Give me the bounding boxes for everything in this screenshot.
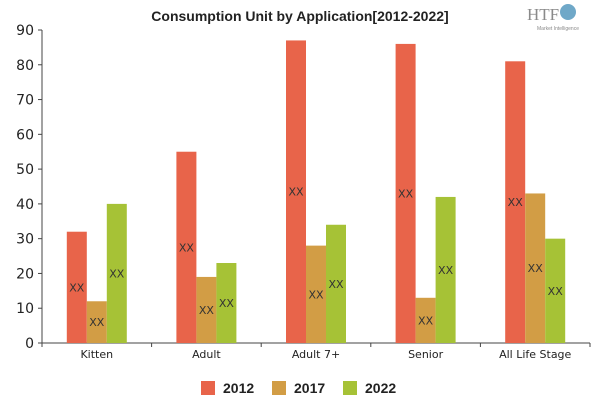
bar-2022-2 (326, 224, 346, 343)
data-label: XX (528, 262, 544, 275)
bar-2017-0 (86, 301, 107, 343)
legend-swatch-2012 (201, 381, 215, 395)
x-tick-label: Adult (192, 348, 221, 361)
bar-2012-4 (505, 61, 526, 344)
legend-swatch-2017 (272, 381, 286, 395)
x-tick-label: All Life Stage (499, 348, 571, 361)
y-tick-label: 90 (16, 23, 34, 39)
bar-2022-3 (435, 196, 456, 343)
bar-2017-4 (525, 193, 546, 343)
data-label: XX (288, 186, 304, 199)
data-label: XX (179, 241, 195, 254)
y-tick-label: 80 (16, 58, 34, 74)
data-label: XX (308, 288, 324, 301)
bar-series-group: XX XX XX XX XX XX XX XX XX XX XX XX XX XX XX (66, 40, 566, 344)
globe-icon (560, 4, 576, 20)
bar-2017-3 (415, 297, 436, 343)
legend-swatch-2022 (343, 381, 357, 395)
data-label: XX (438, 264, 454, 277)
legend: 2012 2017 2022 (201, 380, 396, 396)
logo-text: HTF (527, 5, 559, 24)
bar-2012-3 (395, 43, 416, 344)
brand-logo: HTF Market Intelligence (527, 4, 579, 32)
x-tick-label: Senior (408, 348, 444, 361)
x-tick-label: Adult 7+ (292, 348, 340, 361)
data-label: XX (508, 196, 524, 209)
y-tick-label: 30 (16, 232, 34, 248)
data-label: XX (548, 285, 564, 298)
bar-2012-2 (286, 40, 306, 343)
legend-label-2017: 2017 (294, 380, 325, 396)
data-label: XX (418, 314, 434, 327)
bar-2012-0 (66, 231, 87, 343)
y-axis: 0 10 20 30 40 50 60 70 80 90 (16, 23, 43, 352)
bar-2012-1 (176, 151, 197, 343)
bar-2017-1 (196, 276, 217, 343)
bar-2022-1 (216, 263, 237, 343)
y-tick-label: 0 (25, 336, 34, 352)
y-tick-label: 20 (16, 266, 34, 282)
y-tick-label: 70 (16, 93, 34, 109)
x-tick-label: Kitten (80, 348, 113, 361)
data-label: XX (328, 278, 344, 291)
data-label: XX (199, 304, 215, 317)
bar-2017-2 (306, 245, 326, 343)
bar-2022-0 (106, 203, 127, 343)
x-axis: Kitten Adult Adult 7+ Senior All Life Stage (41, 342, 591, 361)
logo-subtext: Market Intelligence (537, 26, 579, 32)
data-label: XX (89, 316, 105, 329)
y-tick-label: 60 (16, 127, 34, 143)
y-tick-label: 10 (16, 301, 34, 317)
data-label: XX (109, 267, 125, 280)
data-label: XX (69, 281, 85, 294)
data-label: XX (219, 297, 235, 310)
chart-title: Consumption Unit by Application[2012-202… (151, 8, 448, 24)
bar-2022-4 (545, 238, 566, 343)
data-label: XX (398, 187, 414, 200)
legend-label-2022: 2022 (365, 380, 396, 396)
legend-label-2012: 2012 (223, 380, 254, 396)
y-tick-label: 40 (16, 197, 34, 213)
y-tick-label: 50 (16, 162, 34, 178)
